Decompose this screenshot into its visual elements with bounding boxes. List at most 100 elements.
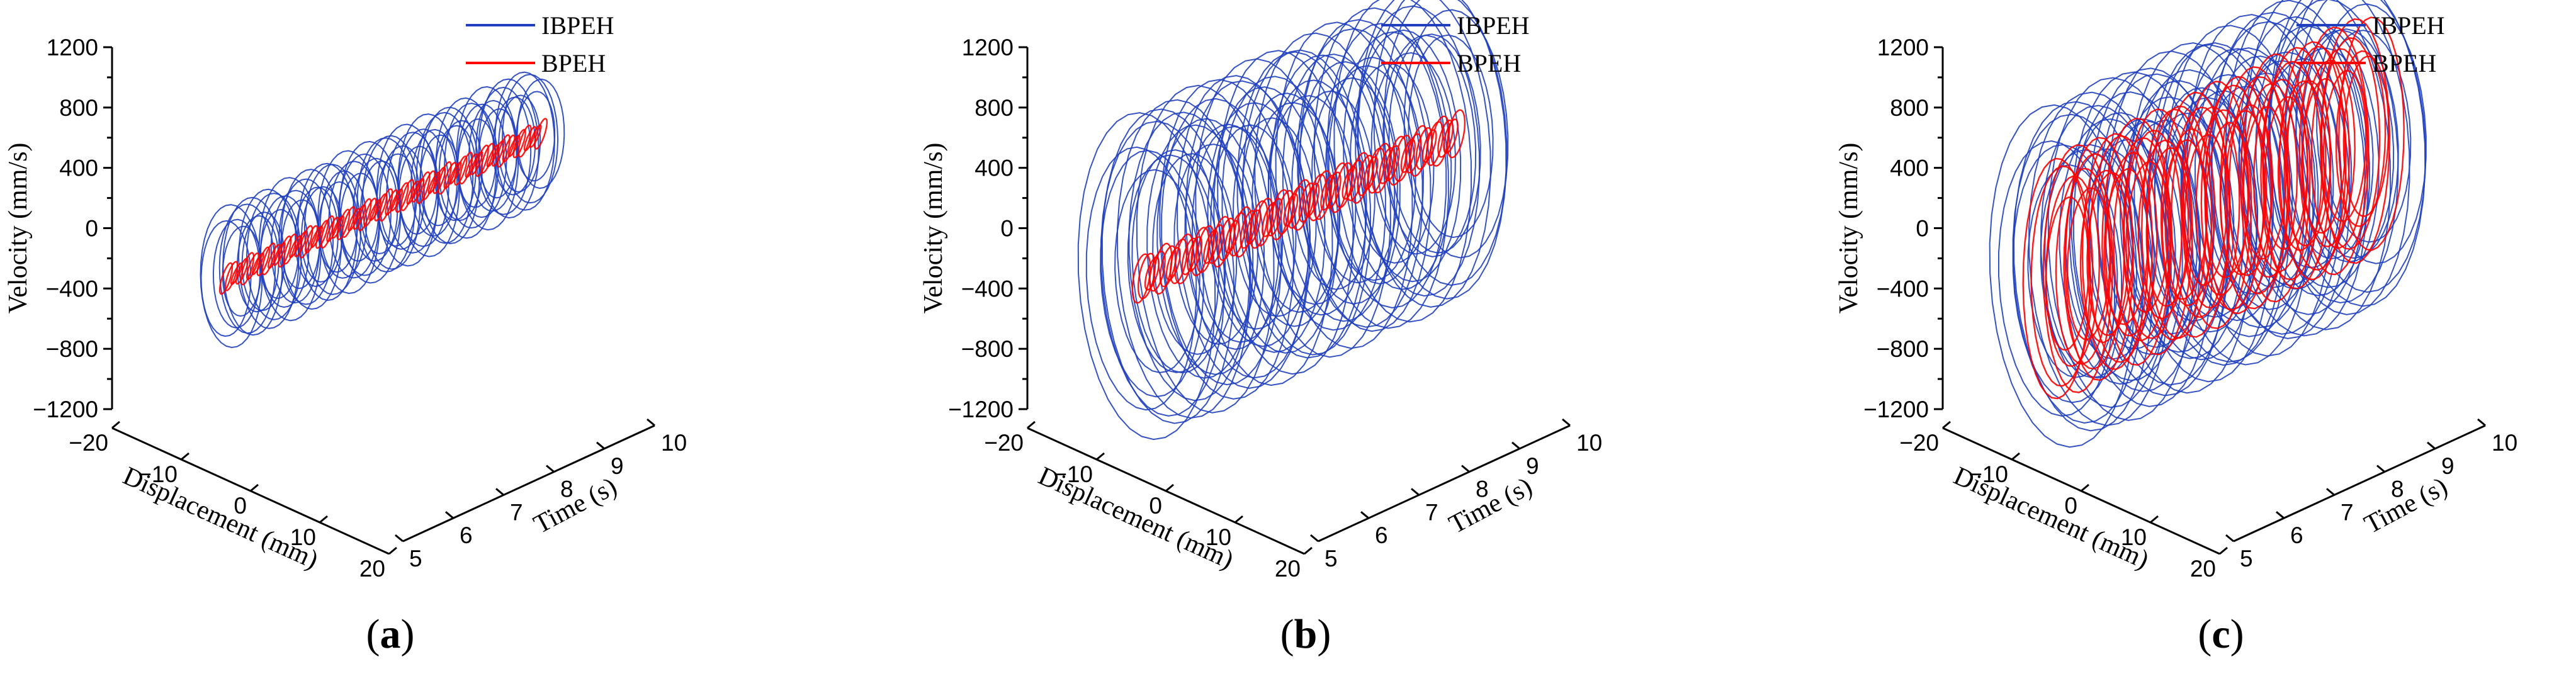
orbit-ibpeh-b — [1313, 7, 1449, 329]
series-bpeh-b — [1131, 109, 1466, 304]
orbit-bpeh-a — [224, 261, 239, 291]
time-tick-label-a: 8 — [560, 476, 573, 502]
orbit-ibpeh-a — [241, 211, 286, 312]
orbit-bpeh-c — [2283, 80, 2332, 247]
orbit-bpeh-b — [1190, 227, 1210, 277]
orbit-ibpeh-c — [2012, 113, 2144, 424]
orbit-bpeh-a — [363, 198, 377, 227]
orbit-bpeh-b — [1187, 236, 1203, 273]
orbit-bpeh-c — [2123, 108, 2193, 356]
orbit-bpeh-a — [315, 220, 329, 249]
time-tick-label-a: 10 — [661, 430, 687, 456]
velocity-tick-label-c: 0 — [1916, 216, 1929, 242]
displacement-tick-label-a: 0 — [234, 493, 247, 519]
velocity-tick-label-a: −1200 — [33, 397, 98, 422]
panel-a: 1200 800 400 0 −400 −800 −1200 Velocity (mm/s) −… — [0, 0, 859, 676]
orbit-bpeh-a — [443, 162, 457, 189]
displacement-tick-label-a: −10 — [138, 461, 178, 487]
orbit-ibpeh-c — [2295, 0, 2426, 293]
displacement-axis-title-b: Displacement (mm) — [1034, 461, 1238, 575]
orbit-ibpeh-a — [456, 103, 507, 218]
displacement-tick-b — [1304, 546, 1313, 555]
orbit-ibpeh-a — [337, 153, 392, 276]
time-tick-label-a: 5 — [409, 546, 422, 572]
orbit-bpeh-a — [336, 208, 351, 240]
orbit-bpeh-b — [1443, 118, 1459, 154]
orbit-ibpeh-b — [1152, 153, 1238, 355]
orbit-bpeh-a — [374, 193, 388, 222]
orbit-bpeh-c — [2170, 106, 2231, 318]
velocity-tick-label-a: −800 — [46, 336, 98, 362]
velocity-tick-label-c: 800 — [1890, 95, 1929, 121]
velocity-tick-label-b: −1200 — [948, 397, 1014, 422]
orbit-bpeh-b — [1350, 152, 1370, 204]
orbit-bpeh-c — [2064, 137, 2134, 381]
orbit-ibpeh-b — [1114, 169, 1200, 374]
velocity-tick-label-b: 800 — [974, 95, 1014, 121]
orbit-bpeh-c — [2298, 26, 2370, 276]
orbit-ibpeh-a — [516, 78, 565, 189]
time-tick-label-c: 9 — [2441, 453, 2455, 479]
time-tick-label-c: 8 — [2391, 476, 2404, 502]
time-tick-label-c: 10 — [2492, 430, 2517, 456]
orbit-bpeh-b — [1329, 162, 1349, 213]
orbit-bpeh-a — [449, 161, 462, 184]
orbit-bpeh-c — [2322, 69, 2367, 222]
velocity-tick-label-b: 1200 — [962, 35, 1014, 60]
displacement-tick-b — [1165, 483, 1174, 492]
orbit-bpeh-a — [459, 152, 473, 185]
orbit-ibpeh-b — [1357, 0, 1491, 308]
orbit-bpeh-a — [454, 155, 468, 186]
orbit-bpeh-a — [251, 252, 264, 276]
orbit-bpeh-a — [378, 188, 393, 222]
orbit-bpeh-c — [2335, 50, 2387, 227]
velocity-tick-label-b: −800 — [961, 336, 1014, 362]
orbit-bpeh-a — [304, 225, 319, 254]
orbit-ibpeh-a — [438, 120, 483, 222]
orbit-bpeh-b — [1320, 174, 1336, 211]
displacement-axis-title-a: Displacement (mm) — [118, 461, 322, 575]
orbit-ibpeh-a — [435, 97, 497, 239]
orbit-bpeh-c — [2063, 153, 2125, 370]
time-tick-b — [1411, 488, 1420, 496]
time-axis-a — [402, 424, 655, 543]
time-axis-title-c: Time (s) — [2359, 472, 2452, 539]
orbit-bpeh-c — [2338, 16, 2405, 251]
orbit-bpeh-b — [1270, 189, 1290, 240]
orbit-ibpeh-b — [1232, 117, 1317, 317]
orbit-bpeh-a — [230, 262, 243, 285]
orbit-bpeh-a — [261, 242, 276, 276]
legend-label-ibpeh-c: IBPEH — [2372, 11, 2445, 40]
time-tick-b — [1461, 465, 1470, 473]
series-ibpeh-a — [200, 71, 565, 349]
legend-label-bpeh-b: BPEH — [1457, 49, 1521, 77]
orbit-bpeh-c — [2181, 81, 2252, 329]
orbit-ibpeh-a — [444, 103, 499, 229]
velocity-tick-label-c: 400 — [1890, 155, 1929, 181]
orbit-bpeh-a — [353, 204, 366, 230]
displacement-tick-b — [1234, 515, 1243, 524]
orbit-bpeh-a — [422, 170, 436, 201]
orbit-ibpeh-b — [1217, 50, 1354, 375]
orbit-bpeh-a — [470, 151, 483, 176]
orbit-bpeh-c — [2055, 167, 2112, 365]
orbit-bpeh-a — [331, 215, 344, 239]
orbit-bpeh-c — [2030, 165, 2094, 387]
legend-label-ibpeh-b: IBPEH — [1457, 11, 1530, 40]
orbit-ibpeh-c — [2182, 48, 2305, 337]
orbit-bpeh-c — [2079, 169, 2130, 344]
time-tick-label-a: 9 — [611, 453, 624, 479]
orbit-ibpeh-b — [1355, 29, 1462, 283]
orbit-bpeh-b — [1400, 138, 1416, 173]
time-tick-c — [2276, 511, 2285, 519]
orbit-bpeh-b — [1249, 200, 1268, 249]
orbit-bpeh-a — [235, 257, 249, 285]
orbit-bpeh-b — [1408, 125, 1429, 177]
velocity-tick-label-b: 0 — [1000, 216, 1014, 242]
orbit-ibpeh-a — [301, 186, 344, 283]
orbit-bpeh-c — [2146, 105, 2213, 339]
chart-a: 1200 800 400 0 −400 −800 −1200 Velocity (mm/s) −… — [4, 11, 687, 582]
time-tick-b — [1360, 511, 1369, 519]
velocity-tick-label-c: −1200 — [1863, 397, 1929, 422]
panel-c: 1200 800 400 0 −400 −800 −1200 Velocity (mm/s) −… — [1831, 0, 2576, 676]
